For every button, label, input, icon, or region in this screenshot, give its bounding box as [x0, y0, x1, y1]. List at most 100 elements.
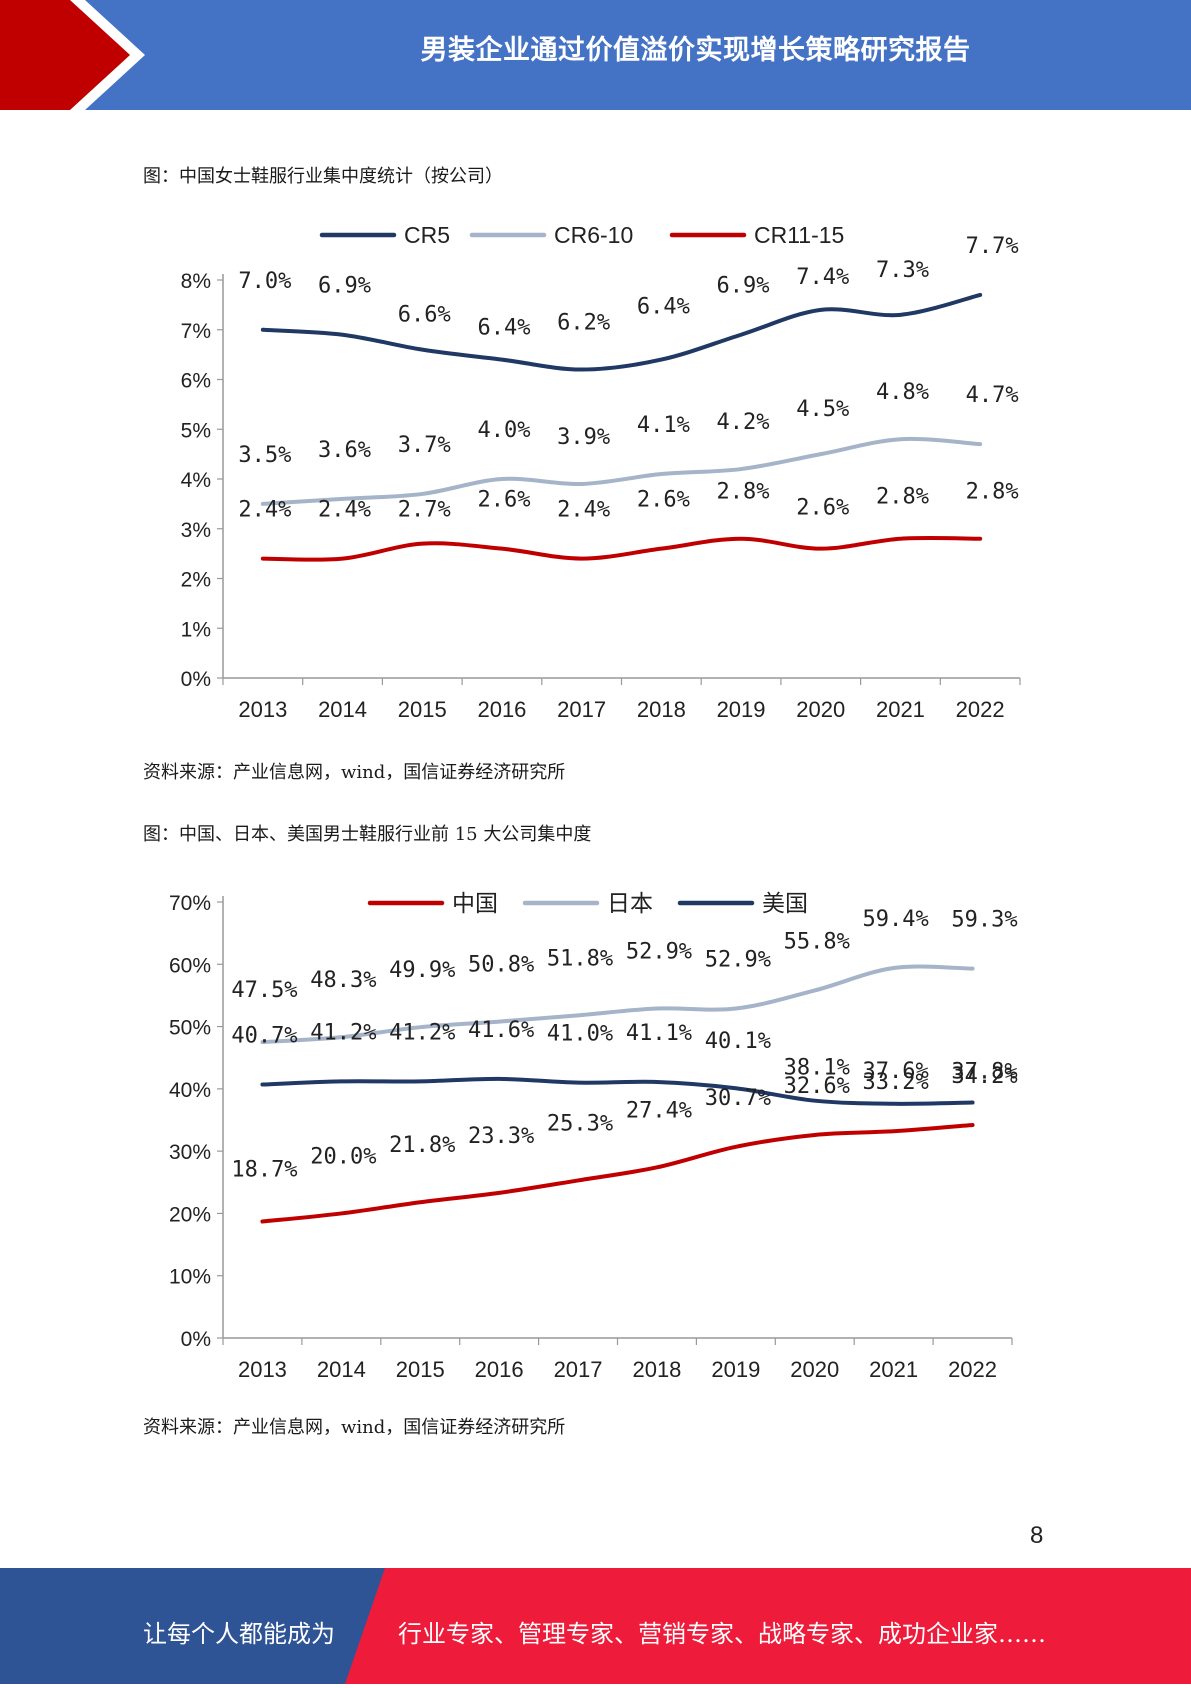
chart1-x-tick-label: 2016	[477, 697, 526, 722]
chart2-data-label: 30.7%	[705, 1086, 771, 1111]
chart2-data-label: 50.8%	[468, 953, 534, 978]
chart2-series-line-1	[260, 964, 975, 1045]
chart1-legend-label: CR6-10	[554, 222, 633, 248]
chart2-x-tick-label: 2014	[317, 1357, 366, 1382]
chart2-data-label: 18.7%	[231, 1158, 297, 1183]
chart1-y-tick-label: 1%	[181, 618, 211, 641]
chart2-data-label: 38.1%	[784, 1056, 850, 1081]
chart2-y-tick-label: 10%	[169, 1266, 211, 1289]
chart1-data-label: 7.0%	[238, 269, 291, 294]
header-title: 男装企业通过价值溢价实现增长策略研究报告	[420, 35, 971, 66]
chart2-data-label: 37.6%	[863, 1059, 929, 1084]
chart1-legend-label: CR5	[404, 222, 450, 248]
chart1-data-label: 2.4%	[318, 498, 371, 523]
chart2-data-label: 49.9%	[389, 958, 455, 983]
chart1-y-tick-label: 5%	[181, 419, 211, 442]
chart2-data-label: 59.3%	[951, 908, 1017, 933]
chart2-svg: 0% 10% 20% 30% 40% 50% 60% 70% 2013 2014 2015 2016 2…	[169, 890, 1018, 1382]
chart1-data-label: 2.8%	[717, 480, 770, 505]
chart2-x-tick-label: 2013	[238, 1357, 287, 1382]
chart1-data-label: 2.6%	[637, 488, 690, 513]
chart1-y-tick-label: 6%	[181, 370, 211, 393]
chart2-data-label: 34.2%	[951, 1064, 1017, 1089]
chart2-data-label: 41.0%	[547, 1022, 613, 1047]
chart2-data-label: 41.2%	[310, 1020, 376, 1045]
chart1-data-label: 3.5%	[238, 443, 291, 468]
chart2-x-tick-label: 2017	[554, 1357, 603, 1382]
chart2-data-label: 47.5%	[231, 978, 297, 1003]
chart1-series-line-0	[260, 292, 983, 372]
chart2: 0% 10% 20% 30% 40% 50% 60% 70% 2013 2014 2015 2016 2…	[160, 880, 1030, 1400]
page-header: 男装企业通过价值溢价实现增长策略研究报告	[0, 0, 1191, 110]
chart1-x-tick-label: 2019	[717, 697, 766, 722]
chart1-data-label: 3.9%	[557, 425, 610, 450]
chart1-data-label: 4.0%	[477, 418, 530, 443]
chart1-x-tick-label: 2015	[398, 697, 447, 722]
chart1-x-tick-label: 2014	[318, 697, 367, 722]
chart2-data-label: 21.8%	[389, 1133, 455, 1158]
page-footer	[0, 1568, 1191, 1684]
footer-slogan-right: 行业专家、管理专家、营销专家、战略专家、成功企业家……	[398, 1620, 1046, 1648]
chart1-data-label: 6.2%	[557, 311, 610, 336]
chart1-x-tick-label: 2017	[557, 697, 606, 722]
chart1-y-tick-label: 3%	[181, 519, 211, 542]
chart2-data-label: 41.6%	[468, 1018, 534, 1043]
chart1-data-label: 4.8%	[876, 380, 929, 405]
chart1-data-label: 3.7%	[398, 433, 451, 458]
chart2-legend-label: 中国	[452, 890, 498, 916]
chart1-y-tick-label: 7%	[181, 320, 211, 343]
chart2-series-line-0	[260, 1122, 975, 1224]
chart1-data-label: 2.6%	[477, 488, 530, 513]
figure1-source: 资料来源：产业信息网，wind，国信证券经济研究所	[143, 762, 566, 783]
chart2-data-label: 32.6%	[784, 1074, 850, 1099]
chart1-data-label: 2.4%	[557, 498, 610, 523]
chart1-data-label: 2.8%	[966, 480, 1019, 505]
chart1-series-line-1	[260, 436, 983, 506]
chart1-y-tick-label: 8%	[181, 270, 211, 293]
chart2-data-label: 52.9%	[705, 948, 771, 973]
chart1: 0% 1% 2% 3% 4% 5% 6% 7% 8% 2013 2014 2015 2016 2017 20…	[160, 210, 1030, 740]
chart1-data-label: 6.4%	[477, 316, 530, 341]
figure1-caption: 图：中国女士鞋服行业集中度统计（按公司）	[143, 166, 503, 187]
chart1-legend-label: CR11-15	[754, 222, 844, 248]
chart2-x-tick-label: 2021	[869, 1357, 918, 1382]
chart1-data-label: 7.7%	[966, 234, 1019, 259]
chart1-data-label: 6.9%	[318, 274, 371, 299]
chart1-data-label: 2.7%	[398, 498, 451, 523]
chart2-x-tick-label: 2015	[396, 1357, 445, 1382]
chart2-y-tick-label: 30%	[169, 1141, 211, 1164]
chart2-y-tick-label: 20%	[169, 1203, 211, 1226]
chart1-data-label: 4.7%	[966, 383, 1019, 408]
header-arrow-shape	[0, 0, 130, 110]
chart1-x-tick-label: 2020	[796, 697, 845, 722]
chart2-data-label: 25.3%	[547, 1111, 613, 1136]
chart2-data-label: 41.2%	[389, 1020, 455, 1045]
chart1-data-label: 4.2%	[717, 410, 770, 435]
chart2-series-line-2	[260, 1076, 975, 1106]
figure2-source: 资料来源：产业信息网，wind，国信证券经济研究所	[143, 1417, 566, 1438]
chart2-y-tick-label: 40%	[169, 1079, 211, 1102]
chart1-data-label: 2.8%	[876, 485, 929, 510]
chart2-data-label: 52.9%	[626, 940, 692, 965]
chart1-y-tick-label: 4%	[181, 469, 211, 492]
chart2-data-label: 51.8%	[547, 946, 613, 971]
chart2-data-label: 40.1%	[705, 1029, 771, 1054]
figure2-caption: 图：中国、日本、美国男士鞋服行业前 15 大公司集中度	[143, 824, 592, 845]
page-number: 8	[1030, 1522, 1044, 1549]
chart1-x-tick-label: 2013	[238, 697, 287, 722]
chart1-y-tick-label: 2%	[181, 569, 211, 592]
chart1-data-label: 6.4%	[637, 295, 690, 320]
chart2-y-tick-label: 60%	[169, 954, 211, 977]
chart1-data-label: 3.6%	[318, 438, 371, 463]
chart1-data-label: 6.9%	[717, 274, 770, 299]
footer-slogan-left: 让每个人都能成为	[143, 1620, 335, 1648]
chart1-data-label: 2.6%	[796, 496, 849, 521]
chart2-x-tick-label: 2019	[711, 1357, 760, 1382]
chart2-data-label: 27.4%	[626, 1098, 692, 1123]
chart2-data-label: 37.8%	[951, 1060, 1017, 1085]
chart1-data-label: 6.6%	[398, 303, 451, 328]
chart2-data-label: 40.7%	[231, 1023, 297, 1048]
chart1-data-label: 4.5%	[796, 397, 849, 422]
chart1-data-label: 7.3%	[876, 258, 929, 283]
chart1-svg: 0% 1% 2% 3% 4% 5% 6% 7% 8% 2013 2014 2015 2016 2017 20…	[181, 222, 1021, 722]
